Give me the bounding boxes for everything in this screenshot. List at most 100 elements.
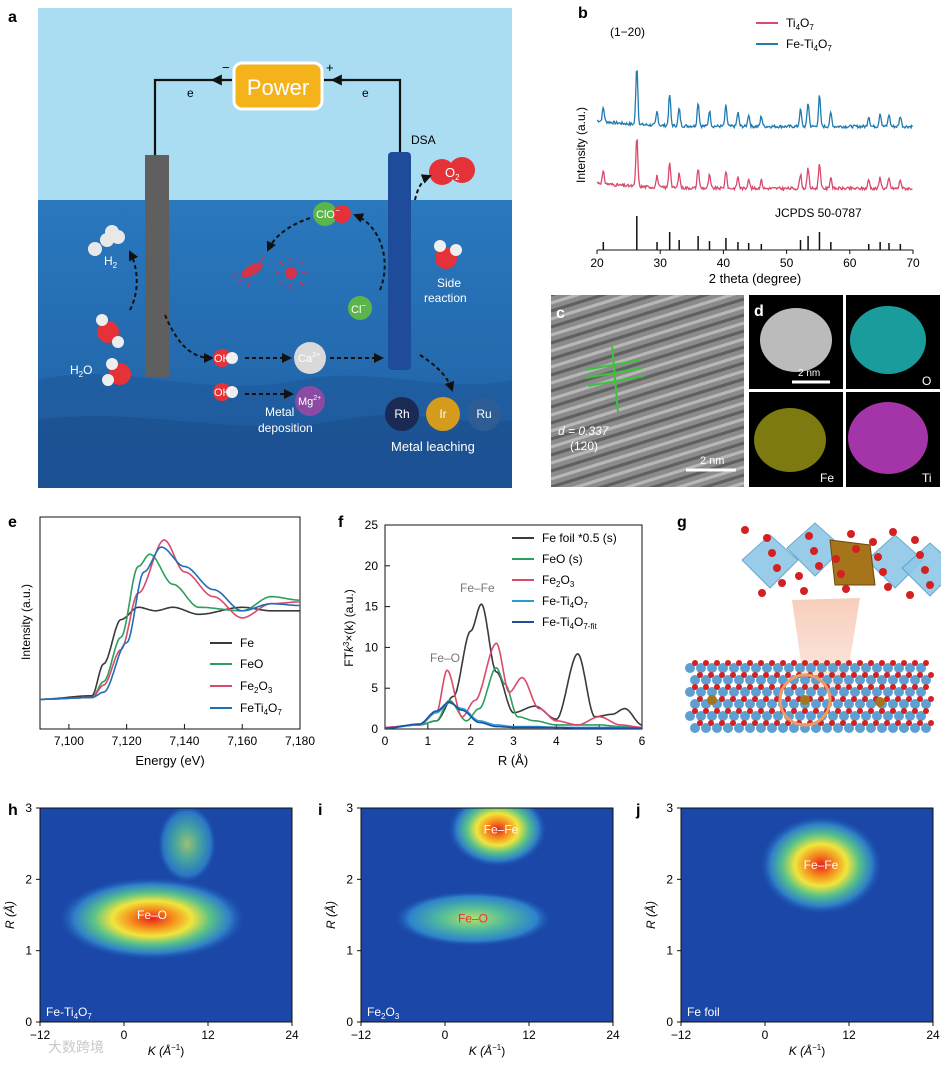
g-o-atom	[763, 696, 769, 702]
c-fringe	[551, 425, 744, 487]
c-fringe	[551, 499, 744, 559]
panel-c: c d = 0.337 (120) 2 nm	[551, 295, 744, 559]
d-map-o-signal	[850, 306, 926, 374]
c-lattice-fringes	[551, 295, 744, 559]
g-ti-atom	[839, 687, 849, 697]
h2-molecule: H2	[88, 225, 125, 270]
g-ti-atom	[910, 675, 920, 685]
c-fringe	[700, 473, 744, 487]
c-fringe	[551, 385, 744, 449]
g-o-atom	[708, 720, 714, 726]
f-xtick-label: 1	[424, 734, 431, 748]
g-o-atom	[708, 672, 714, 678]
g-ti-atom	[701, 675, 711, 685]
g-oxygen-atom	[916, 551, 924, 559]
h2o-molecule-1	[96, 314, 124, 348]
g-ti-atom	[916, 663, 926, 673]
c-d-label: d = 0.337	[558, 424, 610, 438]
h2o-o: O	[83, 363, 92, 377]
g-o-atom	[923, 708, 929, 714]
g-o-atom	[758, 660, 764, 666]
panel-letter-h: h	[8, 802, 18, 819]
g-o-atom	[791, 684, 797, 690]
g-o-atom	[758, 708, 764, 714]
panel-letter-e: e	[8, 514, 17, 531]
f-ylabel-3: 3	[342, 641, 351, 646]
panel-letter-f: f	[338, 514, 344, 531]
b-legend-1-sub2: 7	[809, 23, 814, 32]
g-o-atom	[906, 672, 912, 678]
ir-text: Ir	[439, 407, 446, 421]
f-legend-3-sub2: 3	[570, 580, 575, 589]
g-ti-atom	[696, 711, 706, 721]
panel-d: d 2 nm O Fe Ti	[749, 295, 940, 487]
g-o-atom	[857, 684, 863, 690]
wavelet-ytick-label: 0	[346, 1015, 353, 1029]
g-o-atom	[725, 660, 731, 666]
g-ti-atom	[888, 675, 898, 685]
g-o-atom	[818, 696, 824, 702]
g-ti-atom	[762, 687, 772, 697]
g-ti-atom	[734, 699, 744, 709]
svg-text:OH−: OH−	[214, 386, 235, 399]
c-fringe	[551, 393, 744, 457]
arrow-o2	[414, 174, 432, 201]
g-ti-atom	[811, 723, 821, 733]
g-o-atom	[730, 696, 736, 702]
g-ti-atom	[905, 711, 915, 721]
wavelet-sample-label: Fe2O3	[367, 1005, 400, 1021]
g-ti-atom	[690, 699, 700, 709]
c-fringe	[597, 441, 744, 487]
g-ti-atom	[894, 711, 904, 721]
c-fringe	[551, 295, 557, 297]
g-fe-atom	[707, 695, 717, 705]
g-ti-atom	[784, 663, 794, 673]
g-oxygen-atom	[926, 581, 934, 589]
cl-sup: −	[361, 301, 366, 310]
g-o-atom	[829, 672, 835, 678]
side-label-1: Side	[437, 276, 461, 290]
side-label-2: reaction	[424, 291, 467, 305]
g-octahedra-chain	[741, 522, 941, 599]
g-o-atom	[901, 708, 907, 714]
g-ti-atom	[806, 687, 816, 697]
g-o-atom	[862, 672, 868, 678]
g-ti-atom	[685, 663, 695, 673]
e-legend-3-sub: 2	[254, 686, 259, 695]
g-oxygen-atom	[778, 579, 786, 587]
g-ti-atom	[899, 723, 909, 733]
f-series	[385, 603, 643, 730]
g-highlight-circle	[778, 673, 832, 727]
c-fringe	[551, 377, 744, 441]
e-frame	[39, 516, 301, 730]
d-label-ti: Ti	[922, 471, 932, 485]
g-oxygen-atom	[741, 526, 749, 534]
g-ti-atom	[844, 675, 854, 685]
wavelet-tail	[157, 808, 217, 884]
e-legend-4-after: O	[268, 701, 277, 715]
g-o-atom	[840, 720, 846, 726]
svg-text:Fe-Ti4O7: Fe-Ti4O7	[786, 37, 832, 53]
g-o-atom	[752, 696, 758, 702]
e-xtick-label: 7,100	[54, 734, 84, 748]
c-fringe	[551, 321, 744, 385]
wavelet-peak-label: Fe–Fe	[804, 858, 839, 872]
g-o-atom	[862, 720, 868, 726]
wavelet-peak-fefe	[759, 815, 883, 916]
g-o-atom	[785, 696, 791, 702]
c-marker-2	[584, 367, 643, 379]
g-fe-atom	[875, 697, 885, 707]
g-o-atom	[818, 672, 824, 678]
g-ti-atom	[872, 687, 882, 697]
svg-text:H2: H2	[104, 254, 118, 270]
g-o-atom	[835, 708, 841, 714]
g-ti-atom	[729, 687, 739, 697]
g-o-atom	[802, 660, 808, 666]
c-fringe	[551, 369, 744, 433]
o2-sub: 2	[455, 173, 460, 182]
g-oxygen-atom	[884, 583, 892, 591]
g-o-atom	[868, 708, 874, 714]
wavelet-ytick-label: 2	[346, 872, 353, 886]
g-ti-atom	[690, 675, 700, 685]
